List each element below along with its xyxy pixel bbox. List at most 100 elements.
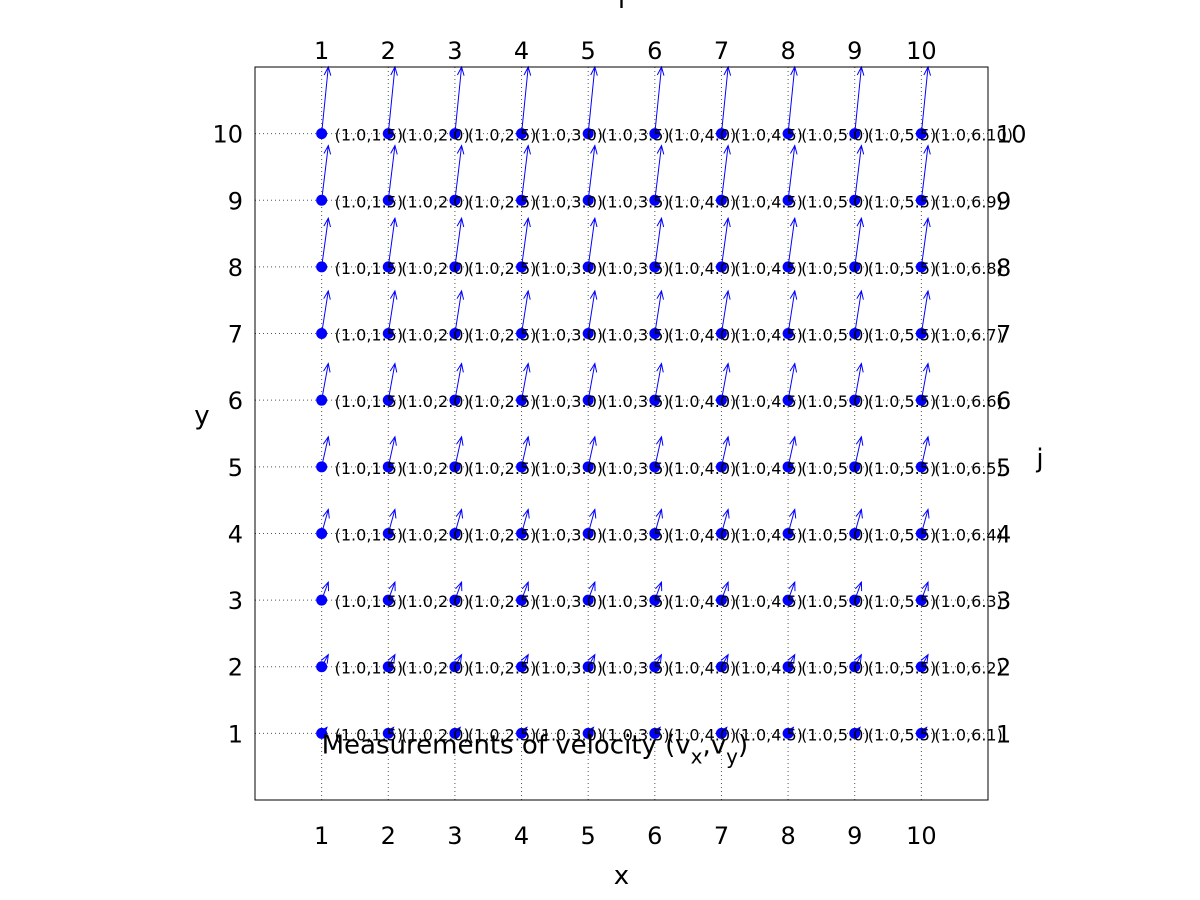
- measurement-point: [782, 661, 794, 673]
- velocity-value-label: (1.0,4.5): [734, 192, 802, 211]
- velocity-arrow-head: [722, 362, 731, 373]
- measurement-point: [849, 727, 861, 739]
- measurement-point: [316, 194, 328, 206]
- velocity-arrow-head: [923, 144, 931, 155]
- velocity-value-label: (1.0,1.5): [335, 126, 403, 145]
- measurement-point: [849, 394, 861, 406]
- velocity-arrow-head: [789, 144, 798, 155]
- velocity-value-label: (1.0,2.0): [401, 725, 469, 744]
- velocity-arrow: [521, 363, 529, 401]
- y-tick-label: 3: [228, 587, 243, 615]
- top-tick-label: 3: [447, 37, 462, 65]
- velocity-arrow-head: [856, 144, 865, 155]
- velocity-arrow: [387, 218, 396, 267]
- velocity-arrow: [587, 66, 596, 134]
- right-tick-label: 4: [996, 520, 1011, 548]
- measurement-point: [649, 661, 661, 673]
- measurement-point: [849, 128, 861, 140]
- measurement-point: [915, 594, 927, 606]
- velocity-value-label: (1.0,5.5): [868, 592, 936, 611]
- top-axis-label: i: [618, 0, 625, 15]
- velocity-value-label: (1.0,1.5): [335, 525, 403, 544]
- velocity-value-label: (1.0,2.5): [468, 192, 536, 211]
- measurement-point: [449, 128, 461, 140]
- x-tick-label: 9: [847, 822, 862, 850]
- measurement-point: [516, 594, 528, 606]
- y-tick-label: 4: [228, 520, 243, 548]
- point-layer: [316, 128, 927, 739]
- annotation-separator: ,v: [703, 730, 727, 760]
- velocity-arrow: [787, 290, 796, 334]
- velocity-value-label: (1.0,5.5): [868, 259, 936, 278]
- velocity-value-label: (1.0,4.0): [668, 192, 736, 211]
- velocity-value-label: (1.0,6.10): [934, 126, 1013, 145]
- velocity-arrow-head: [921, 580, 929, 592]
- velocity-arrow: [720, 145, 729, 201]
- velocity-value-label: (1.0,4.5): [734, 525, 802, 544]
- measurement-point: [849, 261, 861, 273]
- measurement-point: [582, 527, 594, 539]
- velocity-value-label: (1.0,6.6): [934, 392, 1002, 411]
- measurement-point: [316, 661, 328, 673]
- measurement-point: [649, 128, 661, 140]
- velocity-arrow-head: [389, 362, 398, 373]
- measurement-point: [782, 527, 794, 539]
- velocity-arrow-head: [789, 216, 798, 228]
- top-tick-label: 1: [314, 37, 329, 65]
- measurement-point: [382, 461, 394, 473]
- measurement-point: [382, 128, 394, 140]
- velocity-arrow-head: [856, 289, 864, 300]
- measurement-point: [715, 727, 727, 739]
- velocity-arrow-head: [923, 216, 931, 228]
- velocity-arrow: [321, 290, 329, 334]
- velocity-arrow-head: [389, 289, 398, 300]
- velocity-arrow: [521, 145, 529, 201]
- measurement-point: [849, 328, 861, 340]
- measurement-point: [915, 527, 927, 539]
- right-tick-label: 1: [996, 720, 1011, 748]
- velocity-arrow-head: [656, 362, 664, 373]
- velocity-value-label: (1.0,5.5): [868, 659, 936, 678]
- top-tick-label: 2: [381, 37, 396, 65]
- velocity-arrow-head: [523, 289, 531, 300]
- velocity-arrow-head: [523, 216, 531, 228]
- measurement-point: [782, 727, 794, 739]
- velocity-arrow: [387, 363, 396, 401]
- velocity-arrow-head: [855, 508, 863, 519]
- measurement-point: [316, 727, 328, 739]
- measurement-point: [382, 261, 394, 273]
- velocity-value-label: (1.0,2.0): [401, 459, 469, 478]
- velocity-value-label: (1.0,4.0): [668, 659, 736, 678]
- velocity-arrow-head: [723, 144, 731, 155]
- velocity-arrow-head: [722, 435, 731, 446]
- velocity-arrow: [654, 363, 662, 401]
- velocity-arrow-head: [589, 216, 598, 228]
- velocity-arrow-head: [656, 289, 664, 300]
- top-tick-label: 10: [906, 37, 937, 65]
- velocity-arrow-head: [787, 653, 796, 664]
- velocity-arrow-head: [655, 435, 664, 446]
- velocity-value-label: (1.0,4.5): [734, 326, 802, 345]
- velocity-arrow: [654, 145, 662, 201]
- velocity-arrow: [720, 218, 729, 267]
- velocity-arrow: [720, 66, 729, 134]
- velocity-value-label: (1.0,2.5): [468, 525, 536, 544]
- measurement-point: [715, 128, 727, 140]
- measurement-point: [582, 261, 594, 273]
- velocity-arrow-head: [523, 144, 531, 155]
- velocity-value-label: (1.0,3.5): [601, 659, 669, 678]
- velocity-arrow-head: [854, 653, 863, 664]
- velocity-arrow: [920, 290, 929, 334]
- velocity-value-label: (1.0,5.0): [801, 725, 869, 744]
- velocity-value-label: (1.0,3.0): [535, 659, 603, 678]
- velocity-value-label: (1.0,4.5): [734, 126, 802, 145]
- velocity-value-label: (1.0,5.0): [801, 326, 869, 345]
- velocity-value-label: (1.0,4.5): [734, 659, 802, 678]
- velocity-value-label: (1.0,3.5): [601, 259, 669, 278]
- velocity-value-label: (1.0,4.5): [734, 725, 802, 744]
- velocity-arrow-head: [587, 653, 596, 664]
- velocity-value-label: (1.0,5.0): [801, 126, 869, 145]
- velocity-value-label: (1.0,5.0): [801, 525, 869, 544]
- measurement-point: [516, 727, 528, 739]
